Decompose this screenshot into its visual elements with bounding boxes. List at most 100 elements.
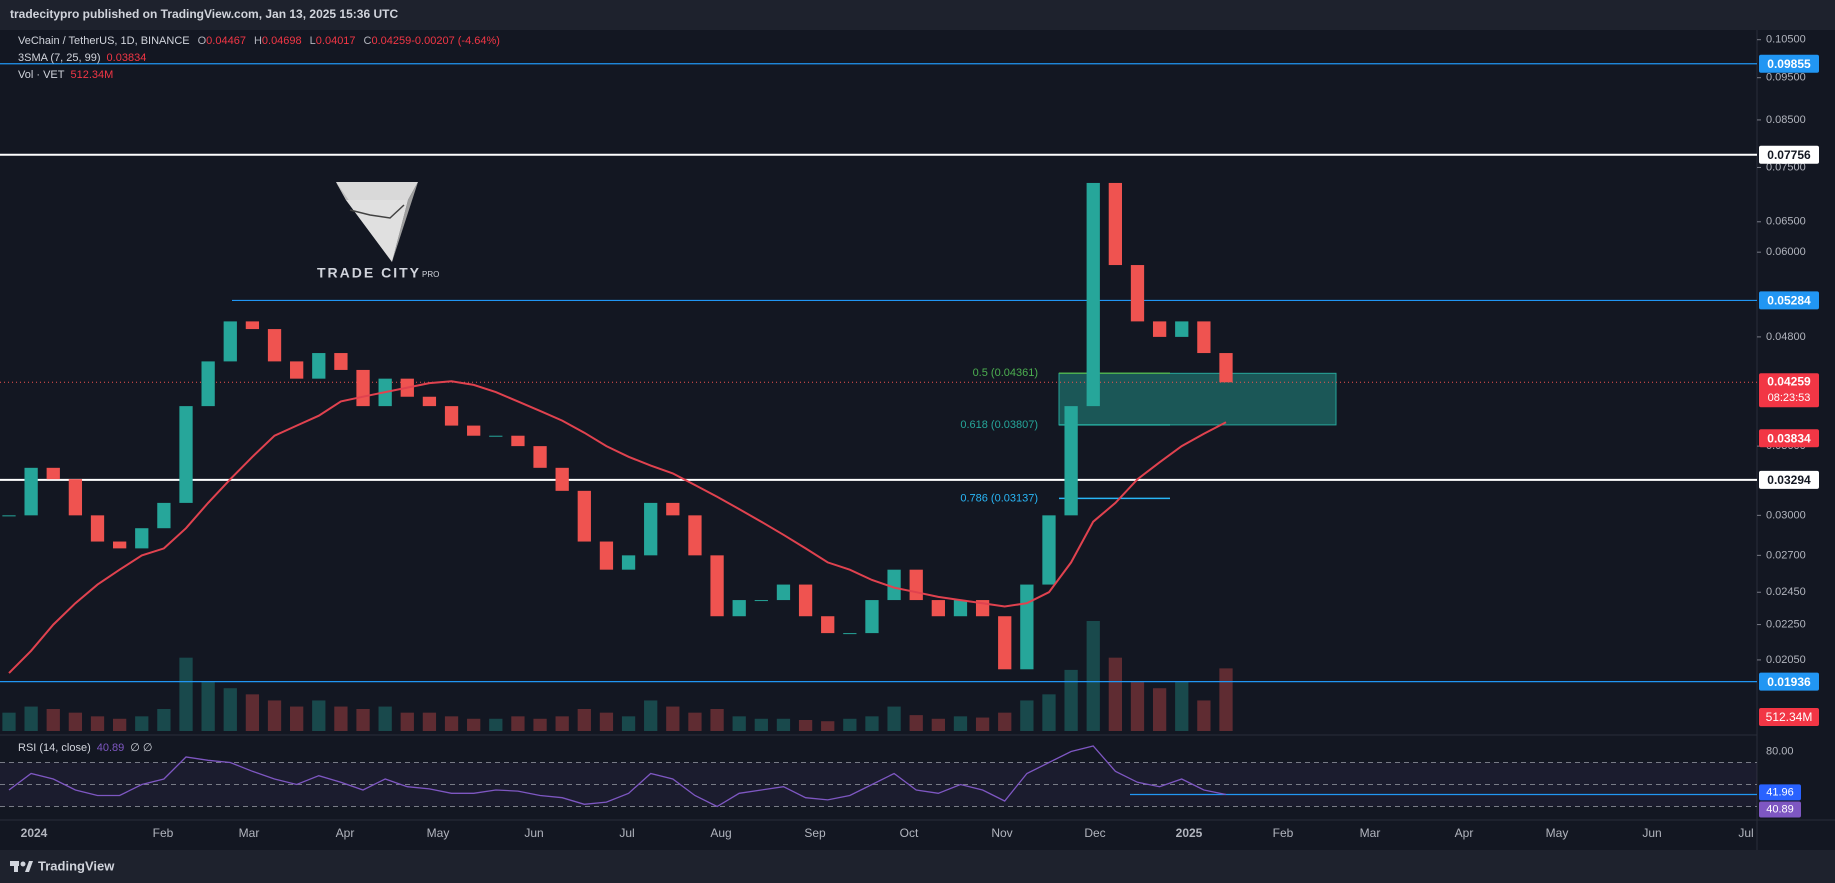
volume-bar [24,706,38,731]
candle [1152,321,1167,337]
volume-bar [688,712,702,731]
candle [68,479,83,516]
rsi-ma-box [1759,784,1801,801]
volume-bar [334,706,348,731]
volume-bar [444,716,459,731]
volume-bar [1064,669,1078,731]
candle [1064,406,1078,516]
y-tick-label: 0.10500 [1766,34,1806,46]
volume-bar [798,720,813,731]
volume-bar [909,715,923,731]
x-tick-label: May [427,826,450,840]
last-price-label: 0.04259 [1767,374,1811,388]
x-tick-label: Apr [336,826,355,840]
y-tick-label: 0.08500 [1766,114,1806,126]
candle [1197,321,1211,354]
volume-bar [1108,657,1123,731]
candle [489,435,503,437]
volume-bar [400,712,414,731]
last-price-box [1759,373,1819,408]
volume-bar [1086,621,1100,731]
volume-bar [953,716,968,731]
level-label-box [1759,145,1819,164]
candle [223,321,237,362]
volume-bar [975,717,990,731]
volume-bar [245,694,260,731]
rsi-value-box [1759,801,1801,818]
candle [467,425,481,436]
candle [754,600,768,602]
candle [444,406,459,426]
candle [998,616,1012,670]
fib-label: 0.786 (0.03137) [960,492,1038,504]
candle [245,321,260,330]
volume-bar [489,718,503,731]
level-label: 0.01936 [1767,675,1811,689]
ohlc-value: 0.04259 [372,35,412,47]
y-tick-label: 0.07500 [1766,161,1806,173]
rsi-ma-label: 41.96 [1766,786,1794,798]
candle [644,502,658,556]
volume-bar [46,709,60,731]
x-tick-label: Jun [524,826,543,840]
candle [577,490,591,542]
rsi-line [8,745,1227,808]
volume-bar [312,700,326,731]
ohlc-value: 0.04698 [262,35,302,47]
volume-bar [378,706,392,731]
candle [135,528,149,549]
volume-bar [1042,694,1056,731]
volume-bar [1020,700,1034,731]
candle [555,467,569,491]
volume-bar [511,716,525,731]
volume-legend: Vol · VET 512.34M [18,69,113,81]
volume-bar [666,706,680,731]
ohlc-value: -0.00207 (-4.64%) [411,35,500,47]
x-tick-label: Jul [1738,826,1753,840]
y-tick-label: 0.02050 [1766,654,1806,666]
y-tick-label: 0.03000 [1766,509,1806,521]
candle [798,584,813,617]
header-bar [0,0,1835,30]
sma-axis-label: 0.03834 [1767,431,1811,445]
volume-bar [998,712,1012,731]
candle [157,502,171,529]
y-tick-label: 0.06500 [1766,216,1806,228]
logo-suffix: PRO [422,270,439,279]
level-label: 0.05284 [1767,294,1811,308]
candle [179,406,193,503]
x-tick-label: Apr [1455,826,1474,840]
symbol: VeChain / TetherUS, 1D, BINANCE [18,35,190,47]
volume-bar [843,718,857,731]
x-tick-label: May [1546,826,1569,840]
rsi-value: 40.89 [97,742,125,754]
candle [290,361,304,379]
candle [710,555,724,617]
fib-label: 0.5 (0.04361) [973,367,1038,379]
footer-bar [0,850,1835,883]
volume-bar [887,706,901,731]
volume-bar [776,718,791,731]
y-tick-label: 0.04800 [1766,331,1806,343]
volume-bar [710,709,724,731]
rsi-value-label: 40.89 [1766,803,1794,815]
x-tick-label: Mar [1360,826,1381,840]
level-label-box [1759,54,1819,73]
volume-bar [754,718,768,731]
volume-bar [555,716,569,731]
candle [1219,353,1233,383]
candle [511,435,525,447]
rsi-name: RSI (14, close) [18,742,91,754]
volume-bar [201,682,215,731]
volume-bar [68,712,83,731]
volume-name: Vol · VET [18,69,65,81]
candle [334,353,348,370]
volume-bar [732,716,746,731]
x-tick-label: 2025 [1176,826,1203,840]
x-tick-label: Dec [1084,826,1105,840]
candle [843,633,857,635]
volume-bar [267,700,282,731]
volume-bar [179,657,193,731]
candle [953,600,968,617]
x-tick-label: 2024 [21,826,48,840]
